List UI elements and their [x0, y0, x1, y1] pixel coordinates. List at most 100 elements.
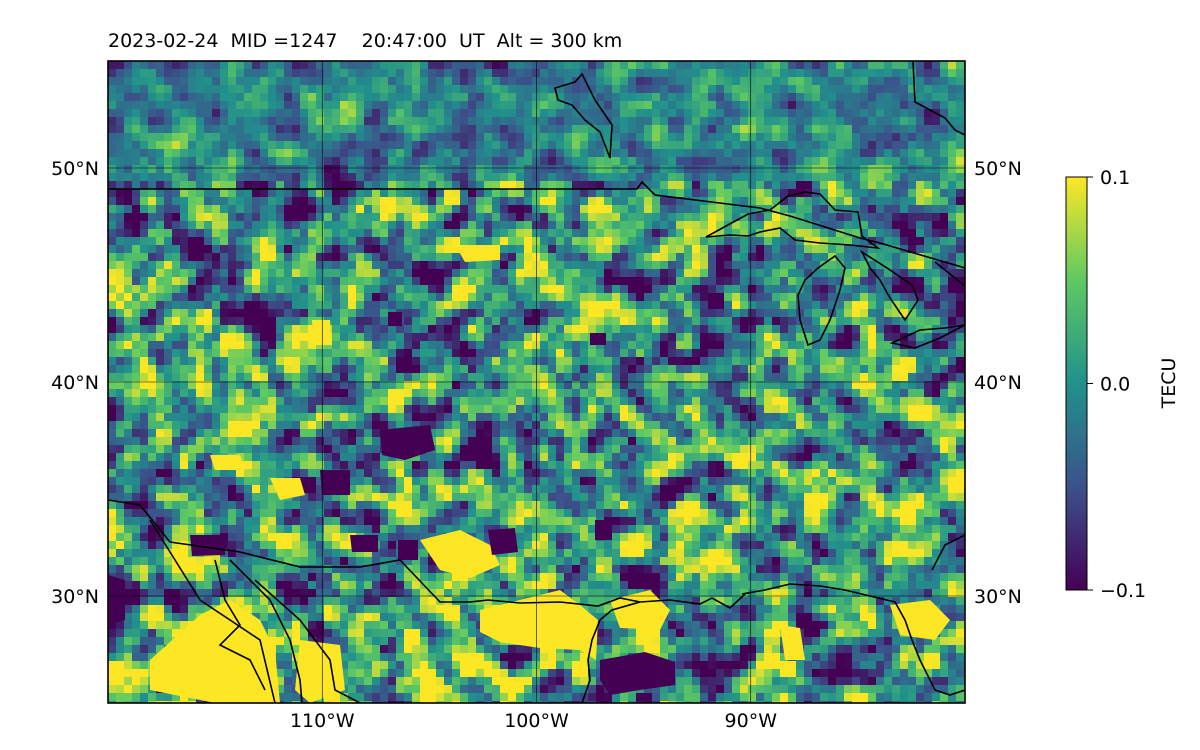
- heatmap-cell: [628, 333, 637, 342]
- heatmap-cell: [796, 85, 805, 94]
- heatmap-cell: [172, 261, 181, 270]
- heatmap-cell: [340, 213, 349, 222]
- heatmap-cell: [828, 237, 837, 246]
- heatmap-cell: [412, 269, 421, 278]
- heatmap-cell: [748, 397, 757, 406]
- heatmap-cell: [684, 77, 693, 86]
- heatmap-cell: [388, 277, 397, 286]
- heatmap-cell: [500, 381, 509, 390]
- heatmap-cell: [764, 77, 773, 86]
- heatmap-cell: [668, 61, 677, 70]
- heatmap-cell: [724, 357, 733, 366]
- heatmap-cell: [220, 325, 229, 334]
- heatmap-cell: [740, 269, 749, 278]
- heatmap-cell: [932, 253, 941, 262]
- heatmap-cell: [140, 253, 149, 262]
- heatmap-cell: [892, 141, 901, 150]
- heatmap-cell: [540, 197, 549, 206]
- heatmap-cell: [164, 77, 173, 86]
- heatmap-cell: [244, 261, 253, 270]
- heatmap-cell: [164, 365, 173, 374]
- heatmap-cell: [380, 213, 389, 222]
- heatmap-cell: [836, 173, 845, 182]
- heatmap-cell: [948, 261, 957, 270]
- heatmap-cell: [844, 421, 853, 430]
- heatmap-cell: [732, 125, 741, 134]
- heatmap-cell: [412, 325, 421, 334]
- heatmap-cell: [180, 413, 189, 422]
- heatmap-cell: [196, 341, 205, 350]
- heatmap-cell: [548, 309, 557, 318]
- heatmap-cell: [596, 213, 605, 222]
- heatmap-cell: [860, 309, 869, 318]
- heatmap-cell: [932, 205, 941, 214]
- heatmap-cell: [948, 397, 957, 406]
- heatmap-cell: [956, 413, 965, 422]
- heatmap-cell: [372, 61, 381, 70]
- heatmap-cell: [636, 301, 645, 310]
- heatmap-cell: [892, 93, 901, 102]
- heatmap-cell: [516, 189, 525, 198]
- heatmap-cell: [548, 341, 557, 350]
- heatmap-cell: [652, 325, 661, 334]
- heatmap-cell: [412, 253, 421, 262]
- heatmap-cell: [820, 85, 829, 94]
- heatmap-cell: [612, 117, 621, 126]
- heatmap-cell: [780, 293, 789, 302]
- heatmap-cell: [756, 109, 765, 118]
- heatmap-cell: [196, 317, 205, 326]
- heatmap-cell: [700, 205, 709, 214]
- heatmap-cell: [396, 197, 405, 206]
- heatmap-cell: [332, 237, 341, 246]
- heatmap-cell: [196, 165, 205, 174]
- heatmap-cell: [708, 125, 717, 134]
- heatmap-cell: [388, 237, 397, 246]
- heatmap-cell: [164, 277, 173, 286]
- heatmap-cell: [380, 285, 389, 294]
- heatmap-cell: [780, 197, 789, 206]
- heatmap-cell: [884, 133, 893, 142]
- heatmap-cell: [244, 357, 253, 366]
- heatmap-cell: [540, 229, 549, 238]
- heatmap-cell: [636, 229, 645, 238]
- heatmap-cell: [332, 301, 341, 310]
- heatmap-cell: [284, 77, 293, 86]
- heatmap-cell: [692, 189, 701, 198]
- heatmap-cell: [612, 333, 621, 342]
- heatmap-cell: [764, 253, 773, 262]
- heatmap-cell: [628, 277, 637, 286]
- heatmap-cell: [188, 317, 197, 326]
- heatmap-cell: [300, 101, 309, 110]
- heatmap-cell: [276, 93, 285, 102]
- heatmap-cell: [332, 245, 341, 254]
- heatmap-cell: [180, 317, 189, 326]
- heatmap-cell: [788, 309, 797, 318]
- heatmap-cell: [484, 141, 493, 150]
- heatmap-cell: [348, 189, 357, 198]
- heatmap-cell: [132, 253, 141, 262]
- heatmap-cell: [596, 77, 605, 86]
- heatmap-cell: [748, 285, 757, 294]
- heatmap-cell: [548, 413, 557, 422]
- heatmap-cell: [316, 277, 325, 286]
- heatmap-cell: [636, 389, 645, 398]
- heatmap-cell: [236, 365, 245, 374]
- heatmap-cell: [292, 237, 301, 246]
- heatmap-cell: [140, 397, 149, 406]
- heatmap-cell: [164, 69, 173, 78]
- heatmap-cell: [924, 133, 933, 142]
- heatmap-cell: [932, 117, 941, 126]
- heatmap-cell: [908, 253, 917, 262]
- heatmap-cell: [484, 237, 493, 246]
- heatmap-cell: [212, 405, 221, 414]
- heatmap-cell: [276, 285, 285, 294]
- heatmap-cell: [932, 349, 941, 358]
- heatmap-cell: [868, 413, 877, 422]
- heatmap-cell: [932, 93, 941, 102]
- heatmap-cell: [164, 157, 173, 166]
- heatmap-cell: [508, 357, 517, 366]
- heatmap-cell: [516, 373, 525, 382]
- heatmap-cell: [772, 69, 781, 78]
- heatmap-cell: [524, 365, 533, 374]
- heatmap-cell: [716, 349, 725, 358]
